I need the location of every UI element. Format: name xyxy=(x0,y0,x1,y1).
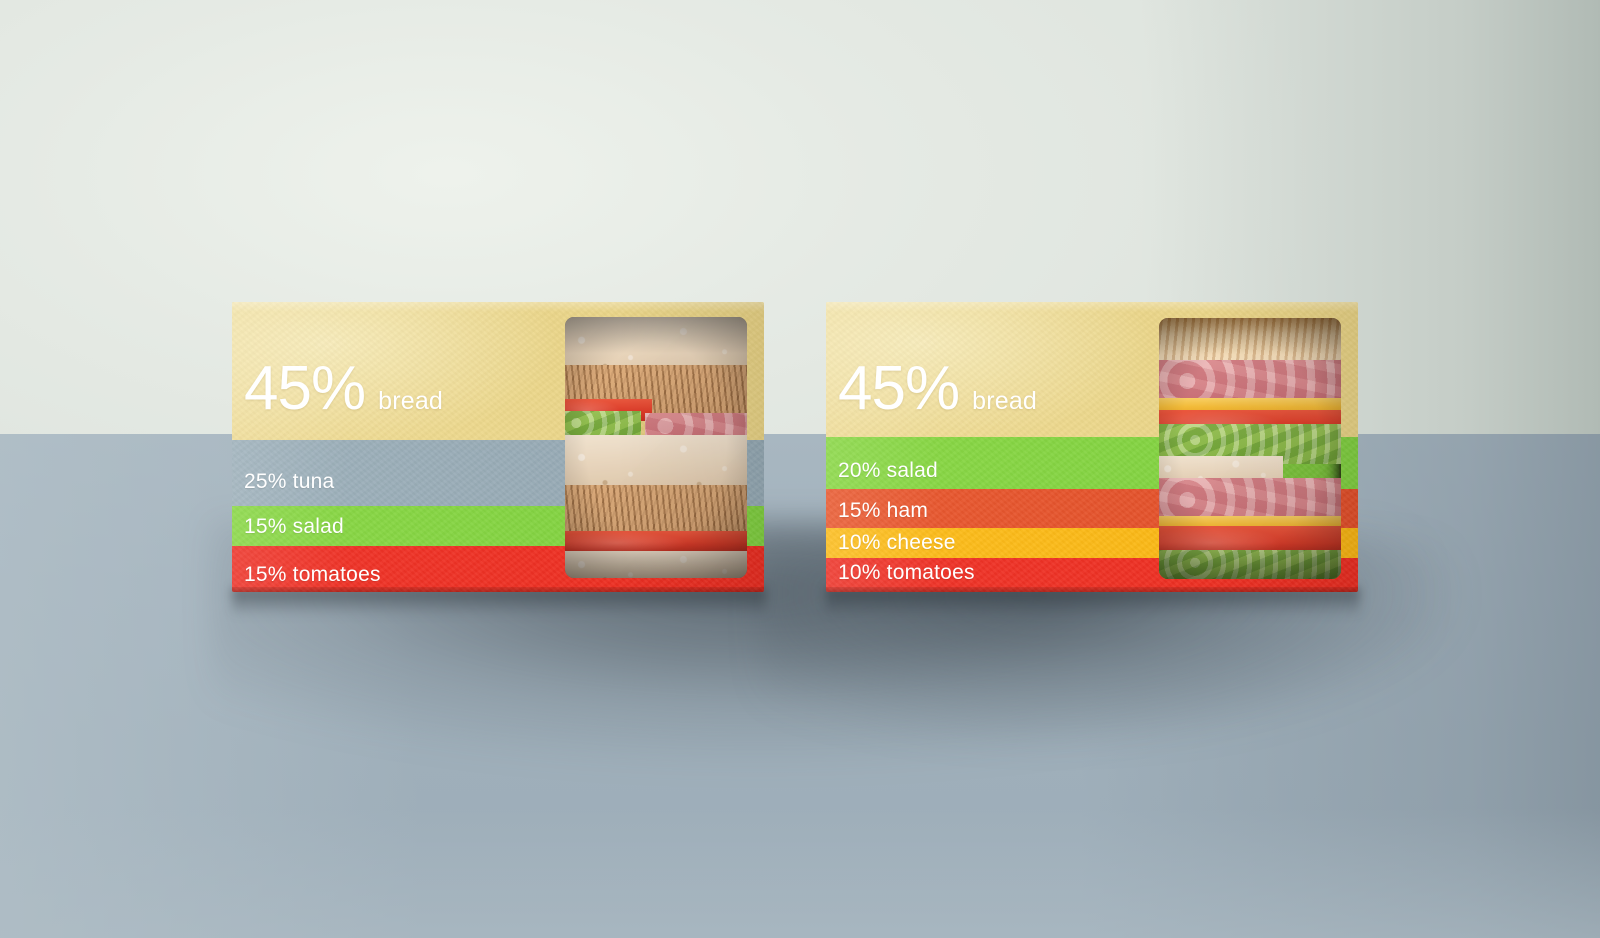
ham-sandwich-photo xyxy=(1159,318,1341,579)
headline-percent: 45% xyxy=(838,354,960,423)
headline-bread-tuna-pack: 45% bread xyxy=(244,358,443,420)
headline-label: bread xyxy=(972,387,1038,415)
sandwich-photo-window-ham[interactable] xyxy=(1159,318,1341,579)
label-band-salad-ham-pack: 20% salad xyxy=(838,459,938,482)
headline-bread-ham-pack: 45% bread xyxy=(838,358,1037,420)
headline-label: bread xyxy=(378,387,444,415)
ham-cheese-sandwich-package[interactable]: 45% bread 20% salad 15% ham 10% cheese 1… xyxy=(826,302,1358,592)
tuna-sandwich-package[interactable]: 45% bread 25% tuna 15% salad 15% tomatoe… xyxy=(232,302,764,592)
label-band-tuna: 25% tuna xyxy=(244,470,335,493)
right-pack-contact-shadow xyxy=(826,588,1360,616)
label-band-cheese: 10% cheese xyxy=(838,531,956,554)
sandwich-photo-window-tuna[interactable] xyxy=(565,317,747,578)
left-pack-contact-shadow xyxy=(232,588,766,616)
label-band-tomatoes-tuna-pack: 15% tomatoes xyxy=(244,563,381,586)
label-band-tomatoes-ham-pack: 10% tomatoes xyxy=(838,561,975,584)
headline-percent: 45% xyxy=(244,354,366,423)
label-band-salad-tuna-pack: 15% salad xyxy=(244,515,344,538)
label-band-ham: 15% ham xyxy=(838,499,929,522)
tuna-sandwich-photo xyxy=(565,317,747,578)
